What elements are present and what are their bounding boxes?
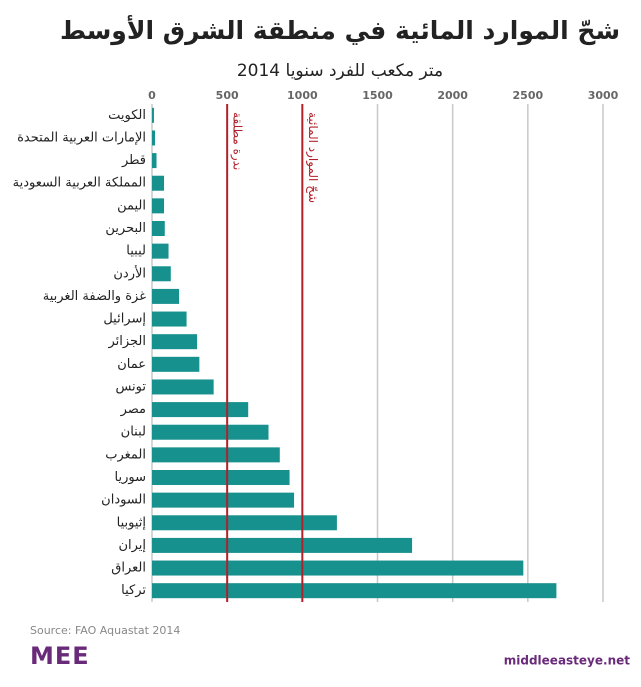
- bar: [152, 424, 269, 440]
- x-tick-label: 2000: [437, 89, 468, 102]
- bar: [152, 356, 200, 372]
- bar: [152, 515, 337, 531]
- bar: [152, 107, 154, 123]
- y-tick-label: مصر: [120, 402, 146, 417]
- y-tick-label: الجزائر: [107, 334, 146, 349]
- x-tick-label: 0: [148, 89, 156, 102]
- y-tick-label: عمان: [117, 357, 146, 372]
- bar: [152, 266, 171, 282]
- bar: [152, 153, 157, 169]
- x-tick-label: 500: [216, 89, 239, 102]
- y-tick-label: ليبيا: [126, 244, 146, 259]
- x-tick-label: 2500: [513, 89, 544, 102]
- chart-title: شحّ الموارد المائية في منطقة الشرق الأوس…: [60, 15, 620, 46]
- source: Source: FAO Aquastat 2014: [30, 624, 180, 637]
- threshold-label: شحّ الموارد المائية: [305, 112, 320, 203]
- y-tick-label: السودان: [101, 493, 146, 508]
- chart-subtitle: متر مكعب للفرد سنويا 2014: [237, 61, 443, 81]
- y-tick-label: البحرين: [105, 221, 146, 236]
- x-tick-label: 1000: [287, 89, 318, 102]
- y-tick-label: سوريا: [115, 470, 146, 485]
- bar: [152, 402, 249, 418]
- bar: [152, 560, 524, 576]
- y-tick-label: العراق: [111, 561, 146, 576]
- y-tick-label: إيران: [118, 538, 146, 553]
- y-tick-label: تونس: [115, 379, 146, 394]
- y-tick-label: المملكة العربية السعودية: [13, 176, 146, 191]
- bar: [152, 334, 198, 350]
- y-tick-label: المغرب: [105, 447, 146, 462]
- y-tick-label: اليمن: [117, 198, 146, 213]
- y-tick-label: إسرائيل: [103, 312, 146, 327]
- logo: MEE: [30, 642, 90, 670]
- y-tick-label: قطر: [121, 153, 146, 168]
- y-tick-label: غزة والضفة الغربية: [43, 289, 146, 304]
- bar: [152, 243, 169, 259]
- threshold-label: ندرة مطلقة: [230, 112, 245, 170]
- y-tick-label: الإمارات العربية المتحدة: [17, 130, 146, 145]
- x-tick-label: 3000: [588, 89, 619, 102]
- bar: [152, 198, 165, 214]
- y-tick-label: لبنان: [121, 425, 146, 440]
- bar: [152, 379, 214, 395]
- bar: [152, 447, 280, 463]
- bar: [152, 175, 165, 191]
- y-tick-label: إثيوبيا: [117, 515, 146, 530]
- bar: [152, 221, 165, 236]
- x-tick-label: 1500: [362, 89, 393, 102]
- bar: [152, 470, 290, 485]
- bar: [152, 288, 180, 304]
- y-tick-label: الكويت: [108, 108, 146, 123]
- bar: [152, 583, 557, 599]
- bar: [152, 130, 156, 146]
- bar: [152, 537, 413, 553]
- bar: [152, 311, 187, 327]
- bar: [152, 492, 295, 508]
- website: middleeasteye.net: [504, 654, 631, 668]
- y-tick-label: الأردن: [113, 264, 146, 281]
- y-tick-label: تركيا: [121, 583, 146, 598]
